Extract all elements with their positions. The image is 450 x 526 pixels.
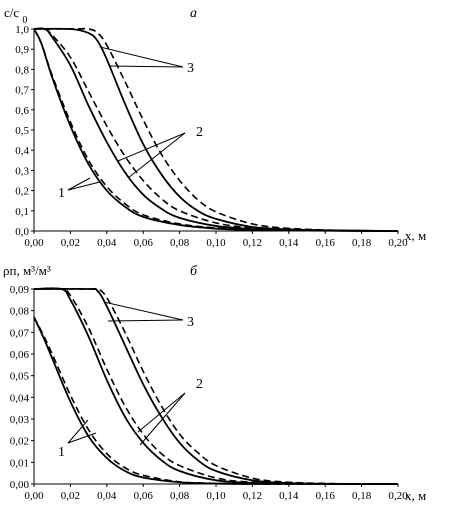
leader-a3-lower xyxy=(109,65,184,68)
leader-a2-lower xyxy=(127,132,186,179)
x-tick-label: 0,12 xyxy=(243,237,262,249)
y-tick-label: 0,4 xyxy=(15,145,29,157)
y-tick-label: 0,01 xyxy=(10,457,29,469)
x-tick-label: 0,20 xyxy=(388,490,408,502)
x-tick-label: 0,14 xyxy=(279,490,299,502)
y-tick-label: 0,1 xyxy=(15,206,29,218)
panel-a-curve-label-2: 2 xyxy=(196,125,203,140)
panel-b-curve-label-3: 3 xyxy=(187,315,194,330)
leader-b2-upper xyxy=(137,392,186,433)
panel-a-letter: а xyxy=(190,6,197,21)
y-tick-label: 0,06 xyxy=(10,349,30,361)
y-tick-label: 0,8 xyxy=(15,64,29,76)
x-tick-label: 0,18 xyxy=(352,490,372,502)
panel-b-axes xyxy=(33,289,398,485)
panel-b: ρп, м³/м³ б x, м 0,000,010,020,030,040,0… xyxy=(3,263,426,503)
curve-2-solid xyxy=(33,27,399,232)
panel-a: c/c 0 а x, м 0,0 0,1 0,2 0,3 0,4 0,5 0,6 0,7 0,8… xyxy=(4,5,426,249)
panel-a-axes xyxy=(33,29,398,232)
leader-b3-upper xyxy=(103,301,184,321)
x-tick-label: 0,08 xyxy=(170,490,190,502)
curve-1-solid xyxy=(33,316,398,485)
x-tick-label: 0,04 xyxy=(97,237,117,249)
y-tick-label: 0,7 xyxy=(15,85,29,97)
leader-b2-lower xyxy=(139,392,186,446)
y-tick-label: 0,05 xyxy=(10,371,30,383)
x-tick-label: 0,06 xyxy=(134,490,154,502)
curve-2-dashed xyxy=(33,287,399,485)
panel-a-curves xyxy=(33,27,399,232)
x-tick-label: 0,02 xyxy=(61,237,80,249)
leader-a1-upper xyxy=(67,177,91,191)
leader-b1-upper xyxy=(67,419,89,444)
x-tick-label: 0,18 xyxy=(352,237,372,249)
panel-b-letter: б xyxy=(190,264,198,279)
x-tick-label: 0,04 xyxy=(97,490,117,502)
x-tick-label: 0,02 xyxy=(61,490,80,502)
y-tick-label: 0,08 xyxy=(10,306,30,318)
panel-b-y-axis-label: ρп, м³/м³ xyxy=(3,263,51,278)
x-tick-label: 0,08 xyxy=(170,237,190,249)
leader-a1-lower xyxy=(67,181,101,191)
x-tick-label: 0,00 xyxy=(24,490,44,502)
panel-b-leader-lines xyxy=(67,301,186,446)
leader-a3-upper xyxy=(99,46,184,68)
y-tick-label: 0,09 xyxy=(10,284,30,296)
panel-b-x-ticks: 0,00 0,02 0,04 0,06 0,08 0,10 0,12 0,14 0,16 0,18… xyxy=(24,484,408,502)
x-tick-label: 0,06 xyxy=(134,237,154,249)
curve-3-dashed xyxy=(34,287,399,485)
curve-2-dashed xyxy=(33,27,399,232)
y-tick-label: 0,2 xyxy=(15,186,29,198)
x-tick-label: 0,10 xyxy=(206,490,226,502)
panel-a-x-ticks: 0,00 0,02 0,04 0,06 0,08 0,10 0,12 0,14 0,16 0,18… xyxy=(24,231,408,249)
curve-2-solid xyxy=(33,287,399,485)
panel-b-y-ticks: 0,00 0,01 0,02 0,03 0,04 0,05 0,06 0,07 0,08 0,09 xyxy=(10,284,34,491)
y-tick-label: 0,02 xyxy=(10,436,29,448)
leader-b3-lower xyxy=(107,319,184,322)
curve-1-dashed xyxy=(33,316,398,485)
x-tick-label: 0,14 xyxy=(279,237,299,249)
leader-b1-lower xyxy=(67,432,97,444)
x-tick-label: 0,00 xyxy=(24,237,44,249)
panel-b-x-axis-label: x, м xyxy=(405,488,426,503)
y-tick-label: 0,9 xyxy=(15,44,29,56)
panel-a-curve-label-1: 1 xyxy=(58,186,65,201)
curve-3-solid xyxy=(33,287,399,485)
panel-a-curve-label-3: 3 xyxy=(187,61,194,76)
panel-a-y-ticks: 0,0 0,1 0,2 0,3 0,4 0,5 0,6 0,7 0,8 0,9 1,0 xyxy=(15,24,34,238)
panel-b-curve-label-2: 2 xyxy=(196,377,203,392)
y-tick-label: 0,3 xyxy=(15,165,29,177)
panel-a-x-axis-label: x, м xyxy=(405,228,426,243)
y-tick-label: 0,04 xyxy=(10,392,30,404)
y-tick-label: 0,0 xyxy=(15,226,29,238)
x-tick-label: 0,12 xyxy=(243,490,262,502)
y-tick-label: 0,03 xyxy=(10,414,30,426)
leader-a2-upper xyxy=(117,132,186,162)
curve-1-solid xyxy=(33,28,399,232)
panel-b-curves xyxy=(33,287,399,485)
curve-1-dashed xyxy=(33,28,399,232)
y-tick-label: 0,5 xyxy=(15,125,29,137)
x-tick-label: 0,16 xyxy=(316,237,336,249)
curve-3-solid xyxy=(33,27,399,232)
y-tick-label: 0,07 xyxy=(10,327,30,339)
panel-b-curve-label-1: 1 xyxy=(58,445,65,460)
panel-a-leader-lines xyxy=(67,46,186,191)
y-tick-label: 0,00 xyxy=(10,479,30,491)
panel-a-y-axis-label-text: c/c xyxy=(4,5,19,20)
panel-a-y-axis-label: c/c 0 xyxy=(4,5,27,26)
x-tick-label: 0,16 xyxy=(316,490,336,502)
x-tick-label: 0,10 xyxy=(206,237,226,249)
y-tick-label: 1,0 xyxy=(15,24,29,36)
curve-3-dashed xyxy=(33,27,399,232)
x-tick-label: 0,20 xyxy=(388,237,408,249)
y-axis-label-subscript: 0 xyxy=(22,15,27,26)
y-tick-label: 0,6 xyxy=(15,105,29,117)
